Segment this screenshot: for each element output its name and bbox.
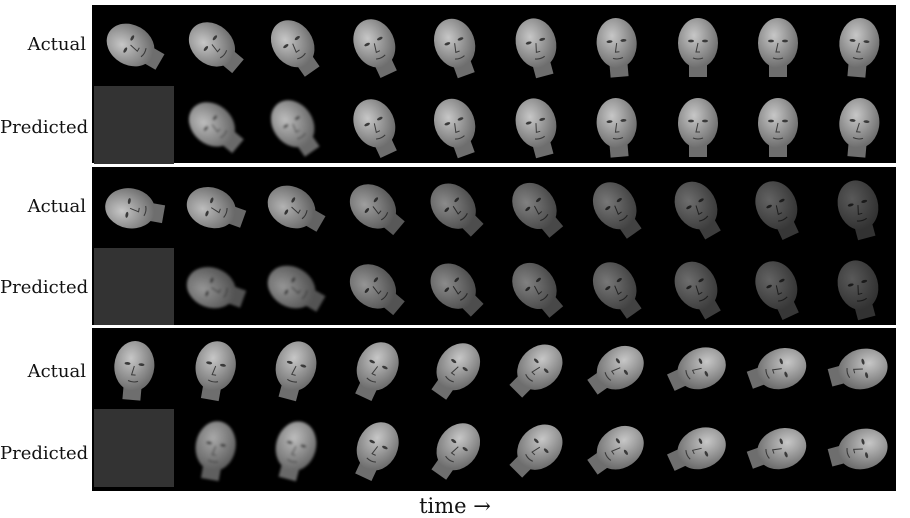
predicted-frame [416,247,496,327]
predicted-frame [658,247,738,327]
predicted-frame [658,85,738,165]
sequence-panel-3 [92,328,896,491]
actual-frame [658,328,738,408]
predicted-frame [497,85,577,165]
row-label-actual-2: Actual [27,196,86,217]
predicted-frame [577,408,657,488]
actual-frame [336,328,416,408]
sequence-panel-1 [92,5,899,165]
actual-frame [819,5,899,85]
panel-separator-2 [92,325,896,328]
row-label-predicted-1: Predicted [0,117,89,138]
actual-frame [94,167,174,247]
row-label-predicted-3: Predicted [0,443,89,464]
panel-separator-1 [92,164,896,167]
actual-frame [738,5,818,85]
actual-frame [416,328,496,408]
actual-frame [255,167,335,247]
row-label-actual-1: Actual [27,34,86,55]
row-label-actual-3: Actual [27,361,86,382]
actual-frame [738,167,818,247]
predicted-blank-frame [94,248,174,326]
predicted-frame [175,247,255,327]
actual-frame [497,328,577,408]
predicted-frame [175,408,255,488]
actual-frame [416,5,496,85]
actual-frame [94,328,174,408]
actual-frame [577,167,657,247]
predicted-frame [175,85,255,165]
actual-frame [416,167,496,247]
predicted-frame [336,247,416,327]
actual-frame [819,328,899,408]
predicted-frame [577,85,657,165]
actual-frame [497,167,577,247]
predicted-frame [336,408,416,488]
actual-frame [255,328,335,408]
actual-frame [738,328,818,408]
actual-frame [658,167,738,247]
predicted-frame [738,247,818,327]
sequence-panel-2 [92,167,899,327]
actual-frame [336,5,416,85]
actual-frame [175,5,255,85]
actual-frame [255,5,335,85]
row-label-predicted-2: Predicted [0,277,89,298]
predicted-frame [497,247,577,327]
actual-frame [336,167,416,247]
time-axis-caption: time → [419,494,491,518]
predicted-frame [255,247,335,327]
predicted-frame [819,408,899,488]
actual-frame [577,5,657,85]
predicted-frame [255,408,335,488]
predicted-frame [819,85,899,165]
predicted-frame [255,85,335,165]
predicted-frame [497,408,577,488]
predicted-blank-frame [94,409,174,487]
predicted-frame [336,85,416,165]
predicted-frame [738,85,818,165]
actual-frame [94,5,174,85]
actual-frame [819,167,899,247]
predicted-frame [658,408,738,488]
predicted-frame [819,247,899,327]
predicted-frame [416,408,496,488]
predicted-frame [577,247,657,327]
actual-frame [175,328,255,408]
predicted-frame [416,85,496,165]
actual-frame [497,5,577,85]
actual-frame [658,5,738,85]
actual-frame [175,167,255,247]
predicted-blank-frame [94,86,174,164]
actual-frame [577,328,657,408]
predicted-frame [738,408,818,488]
